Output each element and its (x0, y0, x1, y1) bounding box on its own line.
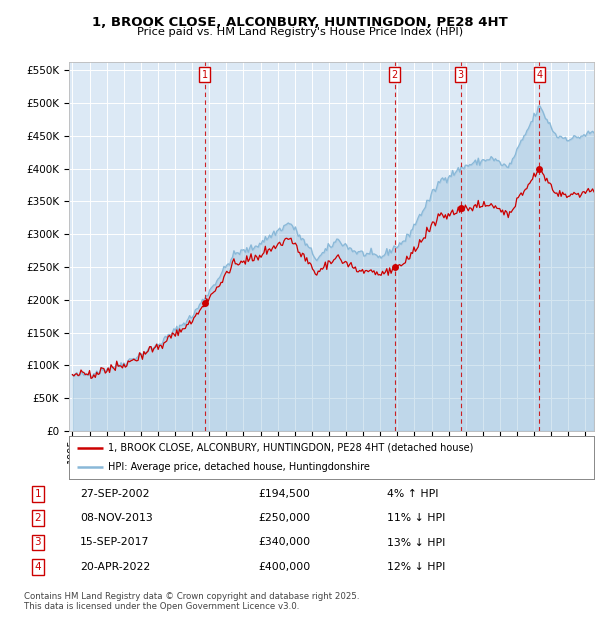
Text: 3: 3 (35, 538, 41, 547)
Text: £194,500: £194,500 (259, 489, 310, 499)
Text: 4: 4 (35, 562, 41, 572)
Text: 1, BROOK CLOSE, ALCONBURY, HUNTINGDON, PE28 4HT (detached house): 1, BROOK CLOSE, ALCONBURY, HUNTINGDON, P… (109, 443, 474, 453)
Text: 12% ↓ HPI: 12% ↓ HPI (387, 562, 445, 572)
Text: 4: 4 (536, 70, 542, 80)
Text: Contains HM Land Registry data © Crown copyright and database right 2025.
This d: Contains HM Land Registry data © Crown c… (24, 591, 359, 611)
Text: 3: 3 (458, 70, 464, 80)
Text: 1, BROOK CLOSE, ALCONBURY, HUNTINGDON, PE28 4HT: 1, BROOK CLOSE, ALCONBURY, HUNTINGDON, P… (92, 17, 508, 29)
Text: 1: 1 (202, 70, 208, 80)
Text: 1: 1 (35, 489, 41, 499)
Text: 15-SEP-2017: 15-SEP-2017 (80, 538, 149, 547)
Text: 13% ↓ HPI: 13% ↓ HPI (387, 538, 445, 547)
Text: £340,000: £340,000 (259, 538, 310, 547)
Text: 2: 2 (392, 70, 398, 80)
Text: Price paid vs. HM Land Registry's House Price Index (HPI): Price paid vs. HM Land Registry's House … (137, 27, 463, 37)
Text: 27-SEP-2002: 27-SEP-2002 (80, 489, 149, 499)
Text: 4% ↑ HPI: 4% ↑ HPI (387, 489, 438, 499)
Text: £400,000: £400,000 (259, 562, 311, 572)
Text: 08-NOV-2013: 08-NOV-2013 (80, 513, 152, 523)
Text: 2: 2 (35, 513, 41, 523)
Text: HPI: Average price, detached house, Huntingdonshire: HPI: Average price, detached house, Hunt… (109, 463, 370, 472)
Text: £250,000: £250,000 (259, 513, 310, 523)
Text: 20-APR-2022: 20-APR-2022 (80, 562, 150, 572)
Text: 11% ↓ HPI: 11% ↓ HPI (387, 513, 445, 523)
